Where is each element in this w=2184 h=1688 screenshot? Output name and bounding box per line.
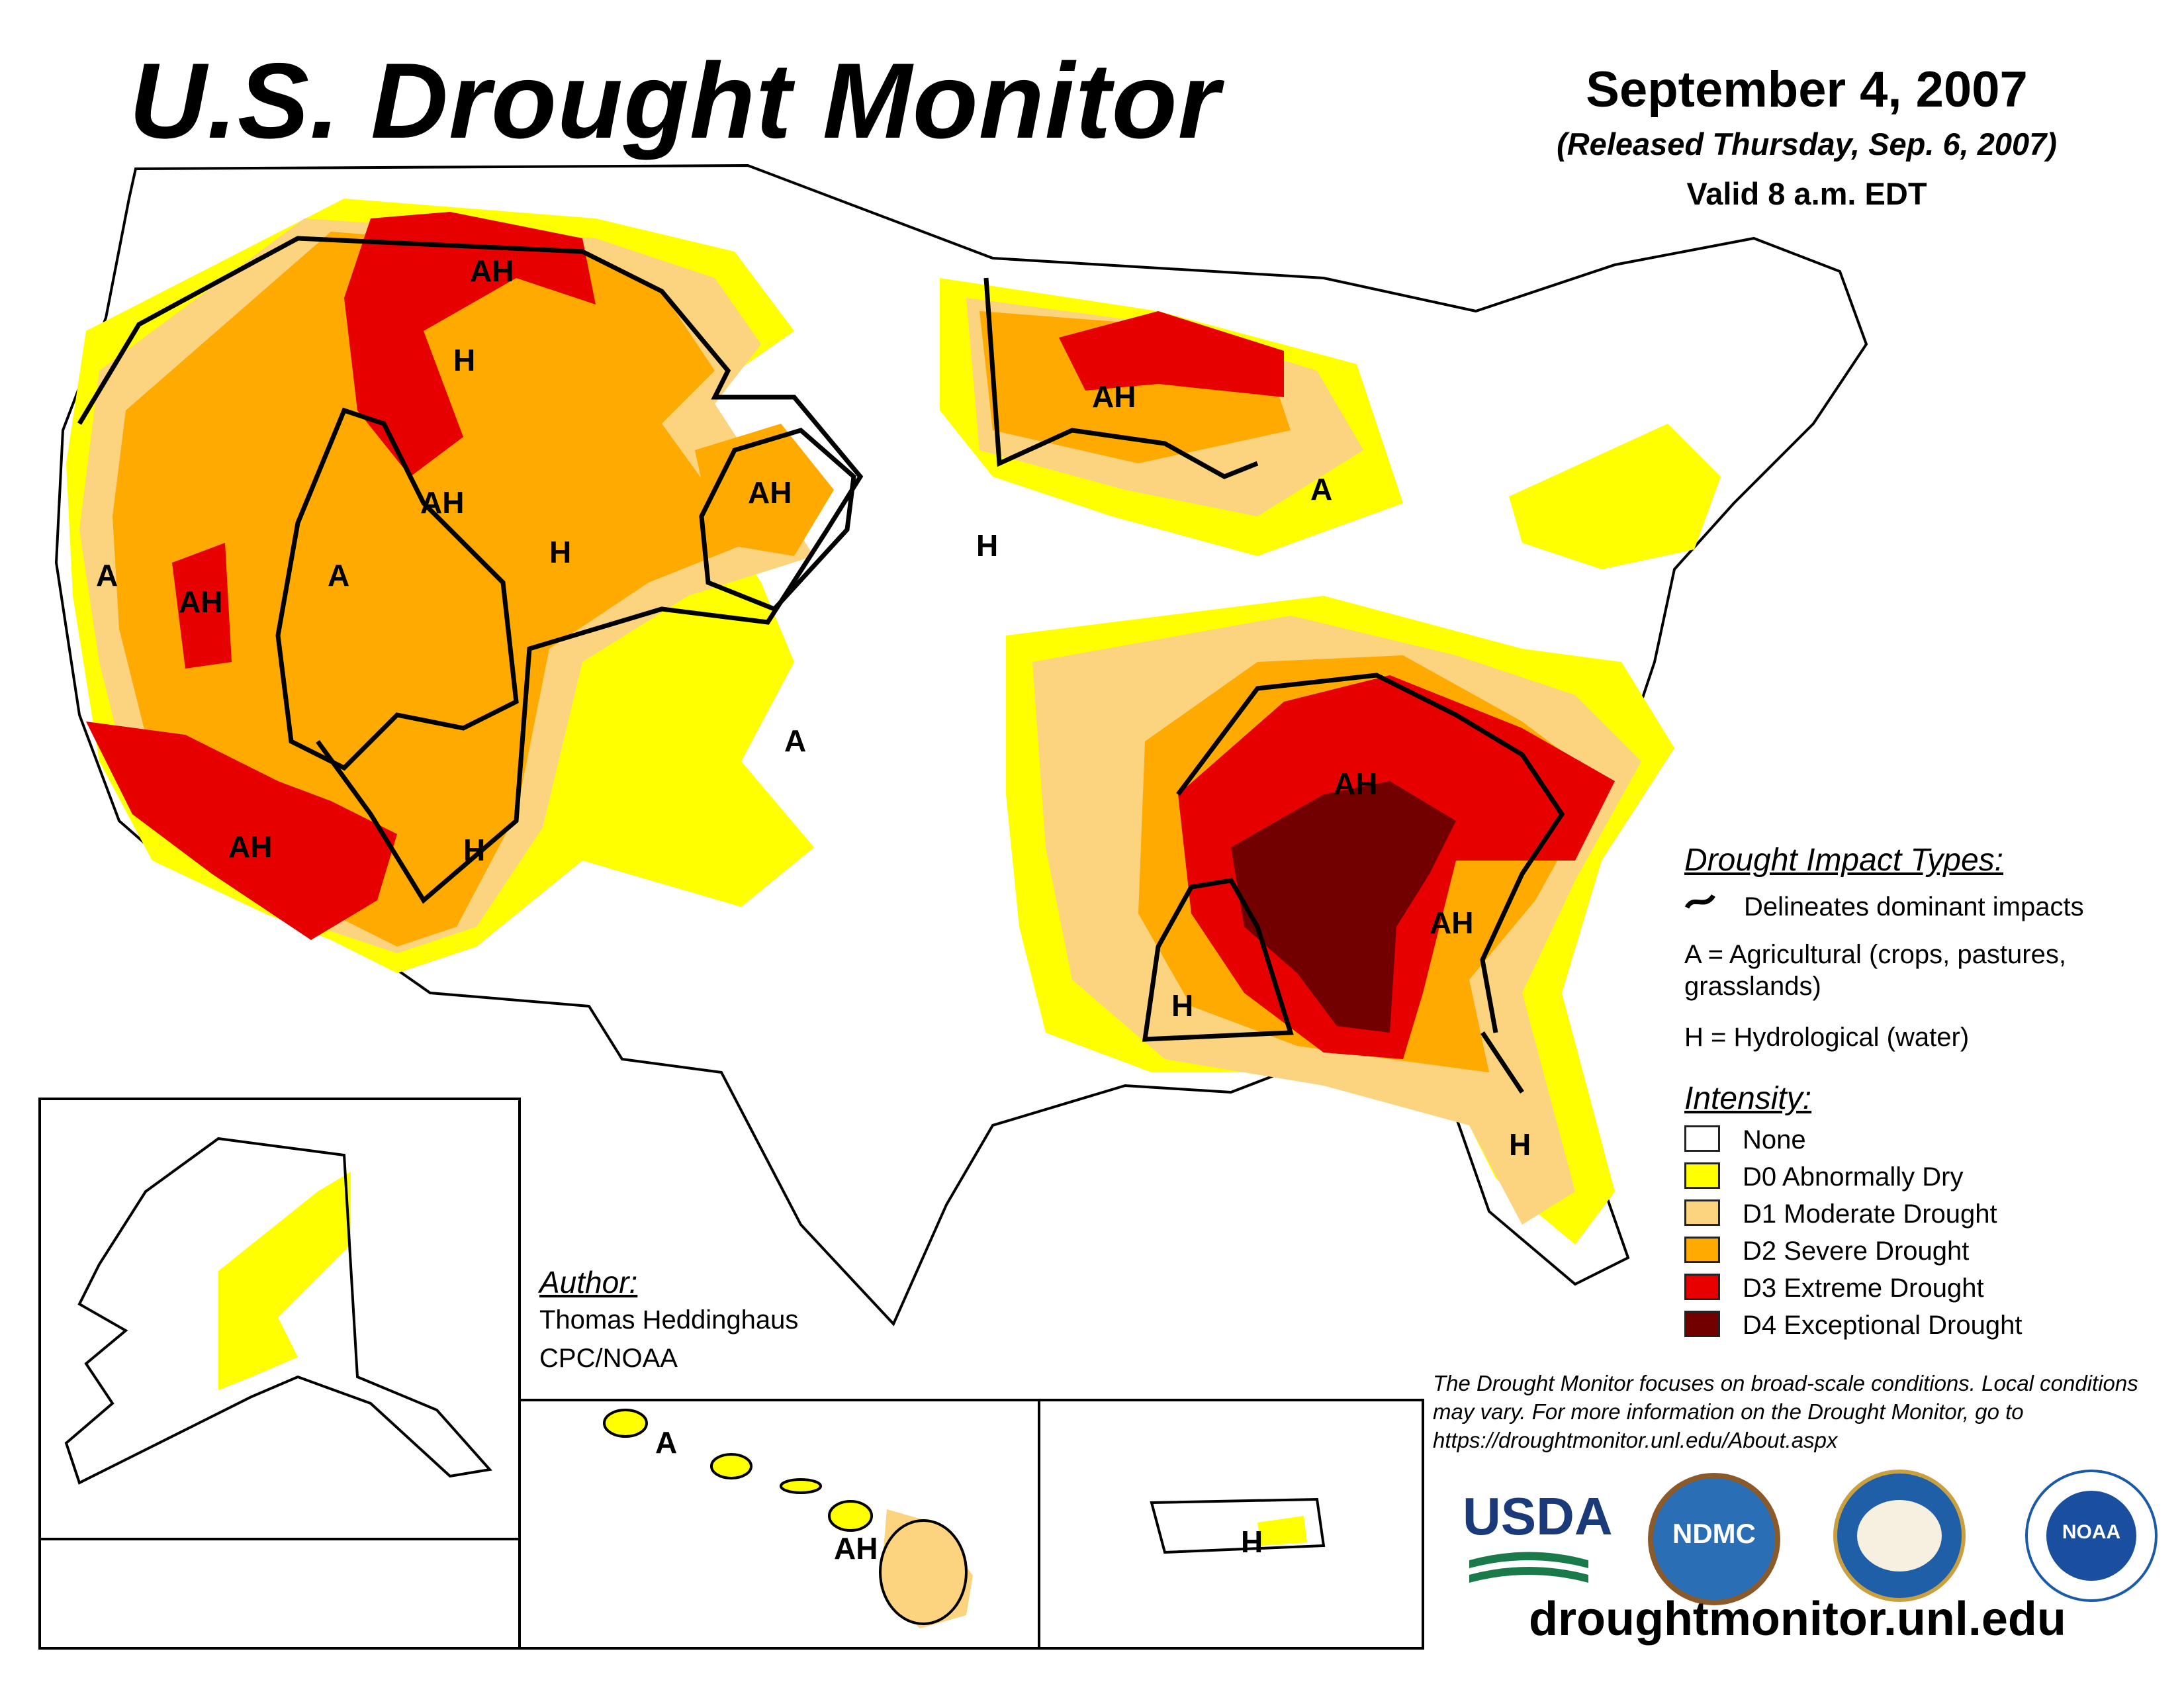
d4-areas xyxy=(1231,781,1456,1033)
intensity-label: D0 Abnormally Dry xyxy=(1743,1162,1964,1192)
inset-frames xyxy=(38,1098,1424,1650)
website-url: droughtmonitor.unl.edu xyxy=(1529,1593,2066,1646)
author-name: Thomas Heddinghaus xyxy=(539,1305,799,1335)
usda-logo-text: USDA xyxy=(1463,1487,1613,1546)
map-label: AH xyxy=(1334,767,1377,801)
map-label: H xyxy=(549,535,571,569)
map-label: A xyxy=(328,558,349,592)
d3-montana xyxy=(344,212,596,477)
map-label: AH xyxy=(470,254,514,288)
delineates-text: Delineates dominant impacts xyxy=(1744,892,2084,921)
release-date: (Released Thursday, Sep. 6, 2007) xyxy=(1557,126,2057,162)
noaa-logo: NOAA xyxy=(2025,1470,2158,1602)
agricultural-text-cont: grasslands) xyxy=(1684,972,1821,1001)
intensity-label: None xyxy=(1743,1125,1806,1154)
map-label: A xyxy=(784,724,806,758)
swatch-d4 xyxy=(1684,1311,1720,1337)
map-label: H xyxy=(453,343,475,377)
agricultural-text: A = Agricultural (crops, pastures, xyxy=(1684,940,2066,969)
hawaii-label: AH xyxy=(834,1531,878,1566)
author-org: CPC/NOAA xyxy=(539,1344,678,1373)
impact-line-lower-mississippi xyxy=(1142,878,1294,1042)
maui xyxy=(828,1500,873,1532)
d0-alaska xyxy=(218,1172,351,1390)
map-label: H xyxy=(1171,988,1193,1023)
kauai xyxy=(603,1409,648,1438)
impact-line-dakotas xyxy=(699,428,856,612)
map-date: September 4, 2007 xyxy=(1586,62,2028,118)
swatch-d2 xyxy=(1684,1237,1720,1263)
d3-upper-michigan xyxy=(1059,311,1284,397)
puerto-rico-d0 xyxy=(1257,1516,1307,1546)
alaska-outline xyxy=(64,1137,492,1485)
alaska-inset-frame xyxy=(38,1098,521,1650)
map-label: AH xyxy=(748,475,792,510)
hydrological-text: H = Hydrological (water) xyxy=(1684,1023,1970,1052)
hawaii-label: A xyxy=(655,1425,677,1460)
page-title: U.S. Drought Monitor xyxy=(129,41,1220,161)
map-label: AH xyxy=(420,485,464,520)
d3-southern-cal xyxy=(86,722,397,940)
puerto-rico-label: H xyxy=(1241,1524,1263,1559)
valid-time: Valid 8 a.m. EDT xyxy=(1686,176,1927,211)
impact-line-florida xyxy=(1480,1031,1524,1094)
swatch-d3 xyxy=(1684,1274,1720,1300)
d0-northeast xyxy=(1509,424,1721,569)
noaa-logo-center xyxy=(2046,1491,2136,1581)
intensity-label: D4 Exceptional Drought xyxy=(1743,1311,2023,1340)
inset-impact-labels: A AH H xyxy=(655,1425,1263,1566)
impact-lines xyxy=(77,236,1565,1094)
map-label: AH xyxy=(228,829,272,864)
map-label: A xyxy=(96,558,118,592)
impact-line-great-basin xyxy=(275,407,519,771)
swatch-d1 xyxy=(1684,1199,1720,1226)
author-heading: Author: xyxy=(539,1265,638,1299)
ndmc-logo: NDMC xyxy=(1648,1473,1780,1605)
map-label: AH xyxy=(1430,906,1473,940)
map-label: H xyxy=(976,528,998,563)
impact-line-upper-midwest xyxy=(983,277,1259,479)
delineates-line-icon xyxy=(1684,894,1715,909)
usda-logo-graphic xyxy=(1469,1552,1588,1583)
intensity-label: D1 Moderate Drought xyxy=(1743,1199,1997,1229)
intensity-heading: Intensity: xyxy=(1684,1081,1812,1116)
usda-logo: USDA xyxy=(1463,1486,1613,1585)
big-island xyxy=(879,1519,968,1625)
oahu xyxy=(710,1453,752,1479)
hawaii-islands xyxy=(603,1409,968,1625)
commerce-logo xyxy=(1833,1470,1966,1602)
map-label: A xyxy=(1310,472,1332,506)
commerce-logo-center xyxy=(1857,1500,1942,1571)
swatch-d0 xyxy=(1684,1162,1720,1189)
map-label: H xyxy=(1509,1127,1531,1162)
d4-southeast xyxy=(1231,781,1456,1033)
molokai xyxy=(780,1478,822,1494)
impact-types-heading: Drought Impact Types: xyxy=(1684,843,2003,878)
map-label: AH xyxy=(1092,379,1136,414)
puerto-rico-inset-frame xyxy=(1038,1399,1424,1650)
d2-west xyxy=(113,232,748,947)
swatch-none xyxy=(1684,1125,1720,1152)
noaa-logo-text: NOAA xyxy=(2062,1521,2121,1543)
intensity-label: D3 Extreme Drought xyxy=(1743,1274,1984,1303)
impact-line-southeast xyxy=(1176,673,1565,1033)
map-label: AH xyxy=(179,585,222,619)
intensity-label: D2 Severe Drought xyxy=(1743,1237,1970,1266)
disclaimer-text: The Drought Monitor focuses on broad-sca… xyxy=(1433,1371,2138,1452)
impact-line-west xyxy=(77,236,864,904)
map-label: H xyxy=(463,833,485,867)
conus-impact-labels: AH H AH AH A AH H A AH A AH H A AH H AH … xyxy=(96,254,1531,1162)
ndmc-logo-text: NDMC xyxy=(1672,1518,1756,1549)
d3-nevada xyxy=(172,543,232,669)
